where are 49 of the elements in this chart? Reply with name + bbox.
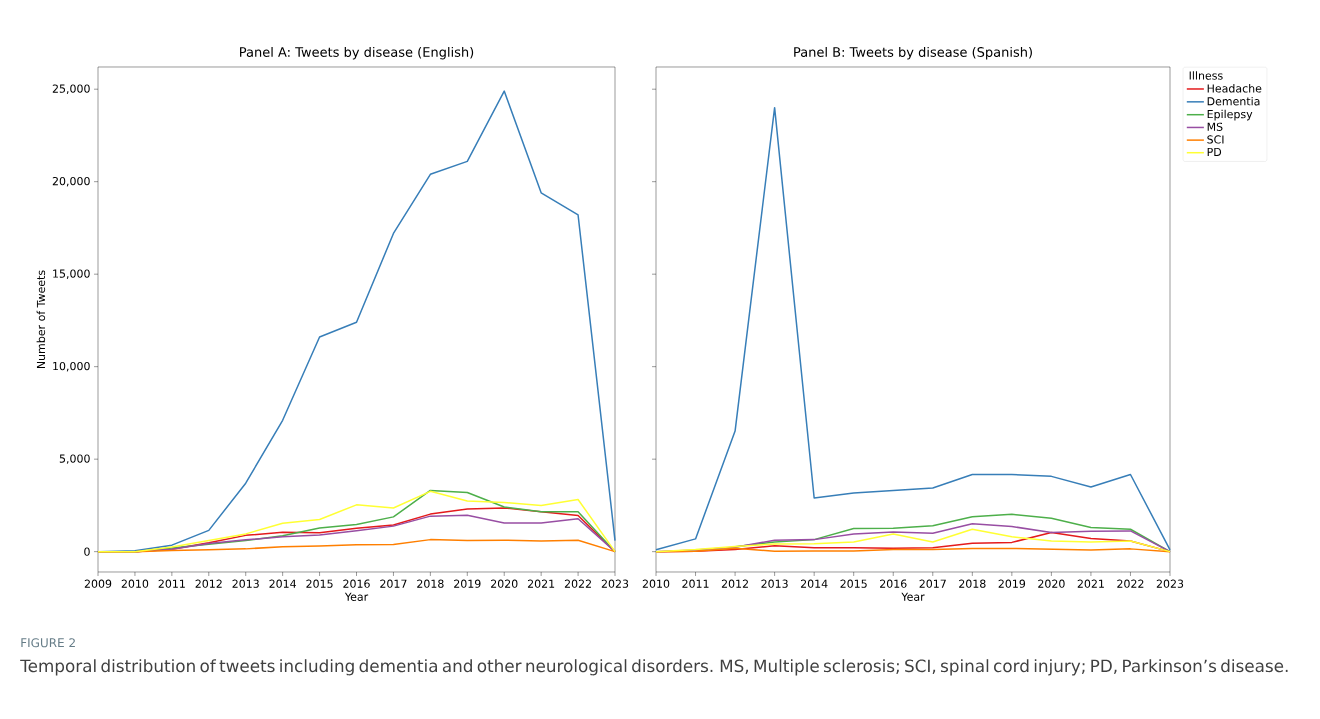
x-tick-label: 2017 (919, 579, 946, 588)
chart-title: Panel A: Tweets by disease (English) (240, 46, 474, 60)
y-tick-label: 5,000 (59, 454, 90, 464)
x-tick-label: 2016 (343, 579, 370, 588)
x-tick-label: 2015 (840, 579, 867, 588)
text: Temporal distribution of tweets including dementia and other neurological disorders. MS, Multiple sclerosis; SCI, spinal cord injury; PD, Parkinson’s disease. (20, 659, 1288, 676)
x-tick-label: 2009 (84, 579, 112, 588)
x-tick-label: 2011 (682, 579, 709, 588)
x-tick-label: 2012 (721, 579, 748, 588)
legend-label: Epilepsy (1207, 109, 1253, 121)
legend-label: Dementia (1207, 96, 1260, 106)
x-tick-label: 2021 (1077, 579, 1104, 588)
y-tick-label: 20,000 (52, 176, 90, 187)
x-tick-label: 2015 (306, 579, 333, 588)
x-tick-label: 2017 (380, 579, 407, 588)
y-axis-title: Number of Tweets (36, 270, 46, 369)
x-tick-label: 2010 (642, 579, 670, 588)
x-axis-title: Year (344, 592, 369, 601)
legend-title: Illness (1189, 71, 1223, 80)
x-tick-label: 2020 (1038, 579, 1065, 588)
caption: FIGURE 2 (21, 638, 75, 648)
y-tick-label: 15,000 (53, 269, 90, 279)
x-tick-label: 2016 (880, 579, 907, 588)
x-tick-label: 2022 (1117, 579, 1144, 588)
legend-label: PD (1207, 147, 1222, 156)
y-tick-label: 25,000 (52, 84, 90, 94)
legend-label: SCI (1207, 135, 1224, 144)
x-tick-label: 2013 (761, 579, 788, 588)
y-tick-label: 0 (84, 547, 90, 556)
x-tick-label: 2023 (1156, 579, 1184, 588)
x-tick-label: 2011 (158, 579, 185, 588)
x-tick-label: 2018 (959, 579, 986, 588)
x-tick-label: 2019 (454, 579, 481, 588)
legend-label: Headache (1207, 84, 1262, 93)
x-tick-label: 2014 (800, 579, 828, 588)
x-tick-label: 2018 (417, 579, 444, 588)
x-axis-title: Year (901, 592, 925, 601)
x-tick-label: 2023 (601, 579, 629, 588)
x-tick-label: 2019 (998, 579, 1026, 588)
x-tick-label: 2010 (121, 579, 149, 588)
x-tick-label: 2012 (195, 579, 222, 588)
chart-title: Panel B: Tweets by disease (Spanish) (794, 46, 1032, 60)
x-tick-label: 2014 (269, 579, 297, 588)
x-tick-label: 2021 (527, 579, 555, 588)
x-tick-label: 2013 (232, 579, 259, 588)
x-tick-label: 2020 (491, 579, 518, 588)
y-tick-label: 10,000 (53, 361, 90, 372)
legend-label: MS (1207, 122, 1223, 131)
x-tick-label: 2022 (564, 579, 591, 588)
